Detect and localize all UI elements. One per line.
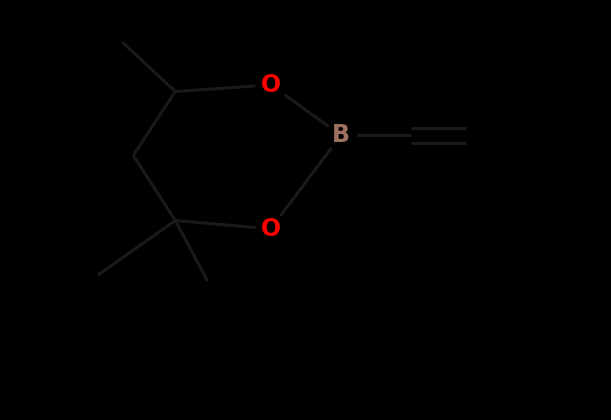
Text: O: O	[261, 217, 280, 241]
Text: B: B	[332, 123, 350, 147]
Text: O: O	[261, 73, 280, 97]
